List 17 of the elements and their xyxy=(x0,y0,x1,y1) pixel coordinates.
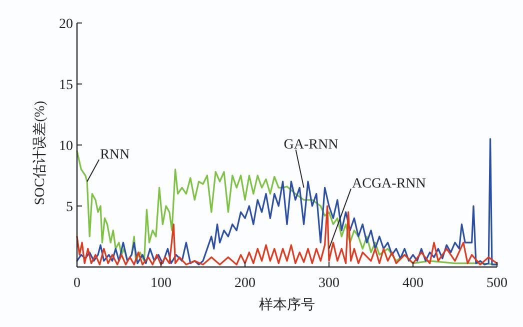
annotation: RNN xyxy=(86,148,130,182)
annotation: RNN xyxy=(100,148,130,163)
x-tick-label: 500 xyxy=(486,276,508,291)
annotation: GA-RNN xyxy=(284,138,338,153)
x-tick-label: 400 xyxy=(402,276,424,291)
y-axis-title: SOC估计误差(%) xyxy=(32,100,48,206)
y-tick-label: 20 xyxy=(59,17,73,32)
line-series xyxy=(76,205,498,266)
x-tick-label: 300 xyxy=(318,276,340,291)
x-tick-label: 0 xyxy=(74,276,80,291)
y-tick-label: 5 xyxy=(66,200,73,215)
y-tick-label: 15 xyxy=(59,78,73,93)
x-tick-label: 200 xyxy=(234,276,256,291)
y-tick-label: 10 xyxy=(59,139,73,154)
x-axis-title: 样本序号 xyxy=(259,297,315,313)
x-tick-label: 100 xyxy=(150,276,172,291)
annotation: ACGA-RNN xyxy=(352,176,426,192)
